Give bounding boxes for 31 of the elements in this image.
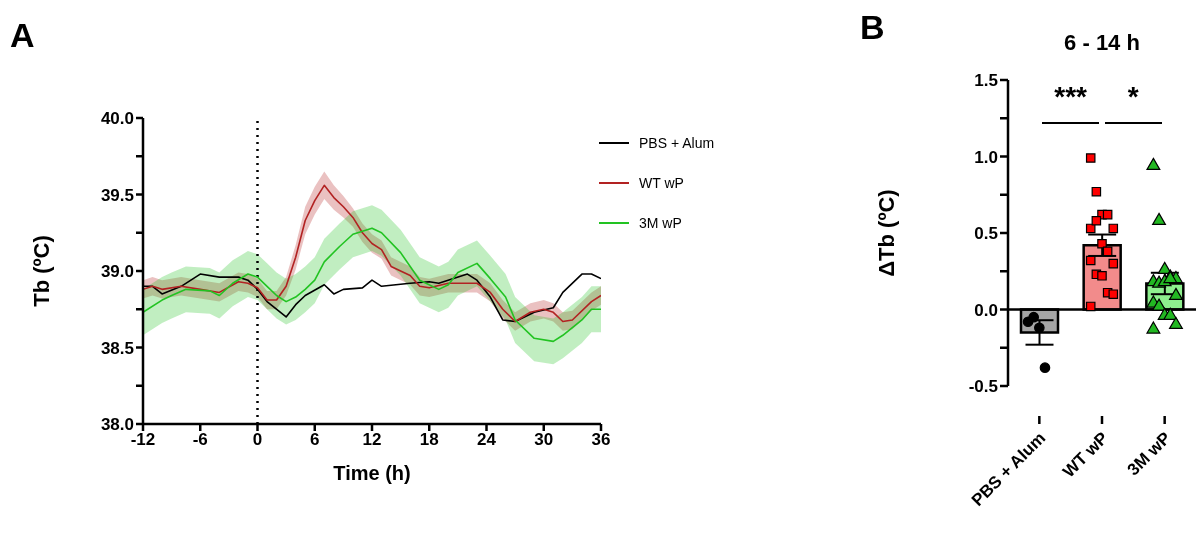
- x-tick-label: 36: [591, 430, 611, 450]
- legend-label: WT wP: [639, 175, 684, 191]
- chart-title: 6 - 14 h: [1063, 30, 1141, 56]
- x-tick-label: 12: [362, 430, 382, 450]
- text: B: [860, 8, 885, 47]
- x-axis-title: Time (h): [333, 462, 411, 484]
- x-tick-label: 24: [477, 430, 497, 450]
- y-axis-title: Tb (ºC): [28, 235, 54, 307]
- x-tick-label: 18: [419, 430, 439, 450]
- x-tick-label: -6: [192, 430, 208, 450]
- line-series: [143, 227, 601, 343]
- x-tick-label: 0: [252, 430, 263, 450]
- y-tick-label: 1.5: [974, 71, 998, 91]
- y-tick-label: 40.0: [100, 109, 134, 129]
- y-tick-label: -0.5: [968, 377, 998, 397]
- legend-label: PBS + Alum: [639, 135, 715, 151]
- y-tick-label: 39.5: [100, 185, 134, 205]
- x-tick-label: 30: [534, 430, 554, 450]
- y-tick-label: 39.0: [100, 262, 134, 282]
- x-tick-label: 6: [310, 430, 320, 450]
- x-tick-label: WT wP: [1059, 428, 1112, 482]
- x-tick-label: 3M wP: [1123, 428, 1175, 480]
- legend-label: 3M wP: [639, 215, 682, 231]
- text: A: [10, 16, 35, 55]
- y-tick-label: 0.5: [974, 224, 998, 244]
- annotation: ***: [1053, 80, 1088, 113]
- y-tick-label: 1.0: [974, 147, 998, 167]
- y-tick-label: 0.0: [974, 300, 998, 320]
- y-tick-label: 38.5: [100, 338, 134, 358]
- annotation: *: [1126, 80, 1140, 113]
- y-axis-title: ΔTb (ºC): [873, 189, 899, 277]
